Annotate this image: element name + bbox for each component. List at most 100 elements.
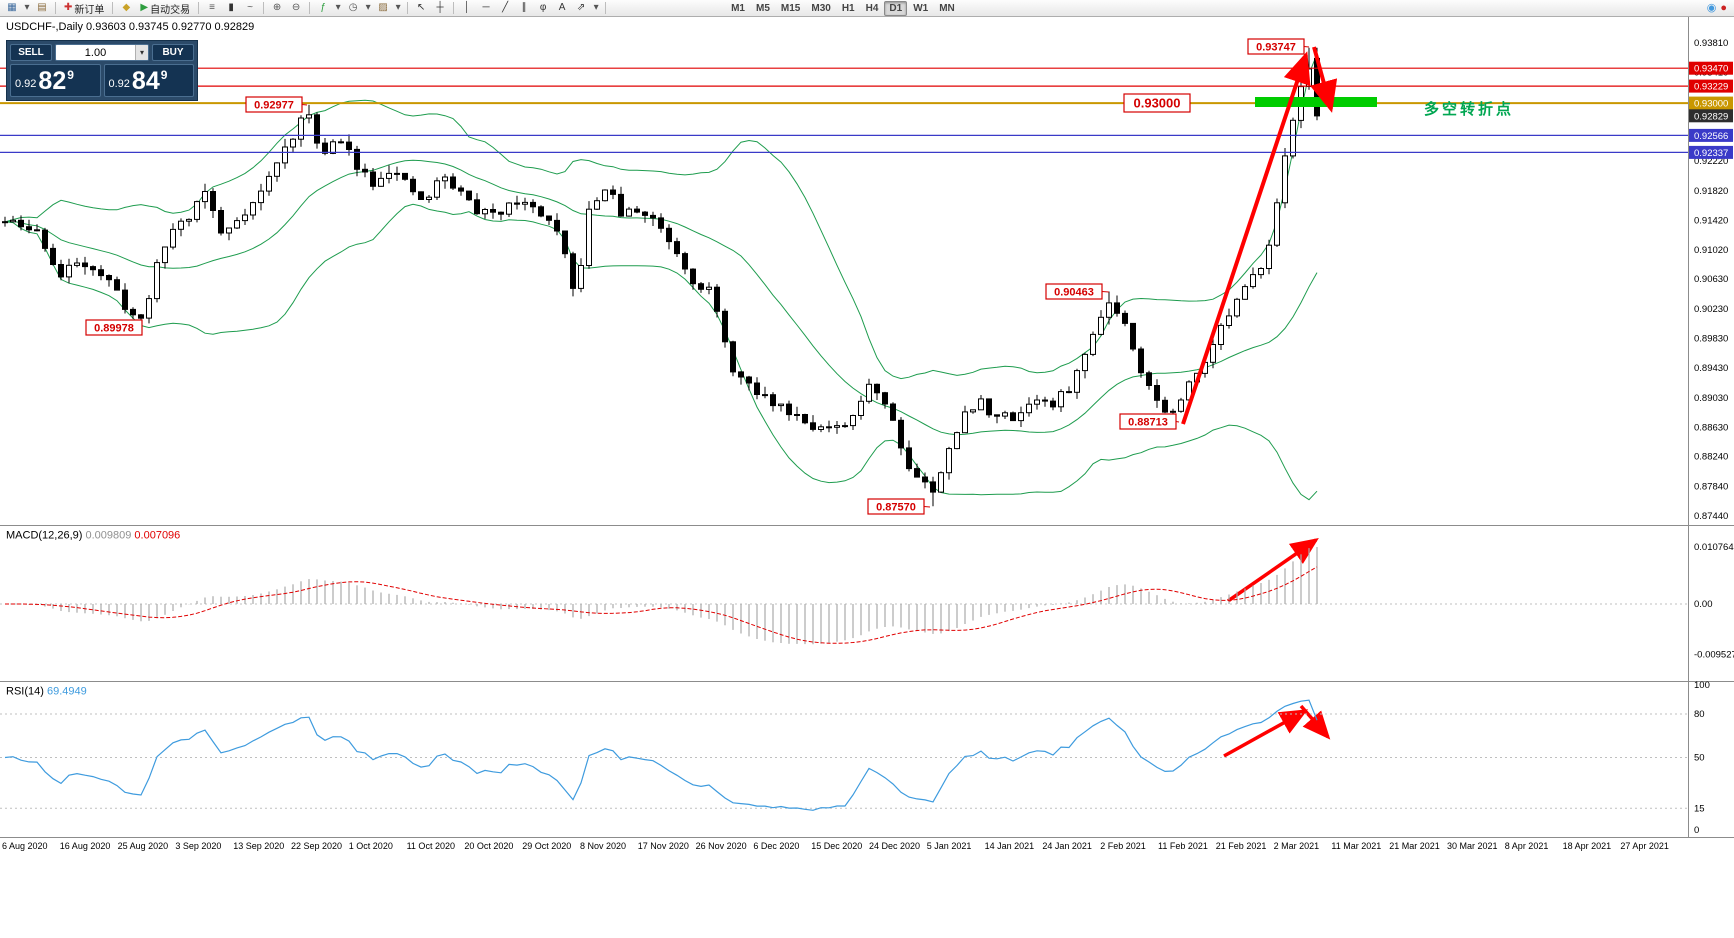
templates-dropdown-icon[interactable]: ▾: [393, 1, 403, 16]
price-scale[interactable]: 0.938100.934100.922200.918200.914200.910…: [1689, 38, 1734, 836]
date-label: 30 Mar 2021: [1447, 841, 1498, 851]
vertical-line-icon[interactable]: │: [458, 1, 476, 16]
line-chart-icon[interactable]: ~: [241, 1, 259, 16]
candle-body: [258, 190, 264, 204]
candle-body: [298, 117, 304, 140]
timeframe-h4[interactable]: H4: [865, 2, 879, 14]
buy-button[interactable]: BUY: [152, 44, 194, 61]
sell-price[interactable]: 0.92 82 9: [10, 64, 101, 97]
candle-body: [402, 172, 408, 180]
fibonacci-icon[interactable]: φ: [534, 1, 552, 16]
timeframe-d1[interactable]: D1: [884, 0, 908, 16]
candle-body: [274, 162, 280, 177]
candle-body: [130, 308, 136, 316]
price-label-box[interactable]: [245, 96, 303, 113]
price-tick: 0.91420: [1694, 216, 1728, 227]
candle-body: [666, 227, 672, 243]
zoom-out-icon[interactable]: ⊖: [287, 1, 305, 16]
new-order-button[interactable]: ✚ 新订单: [60, 1, 108, 16]
mql5-icon[interactable]: ●: [1720, 1, 1727, 14]
cursor-icon[interactable]: ↖: [412, 1, 430, 16]
price-badge: [1689, 61, 1733, 75]
candlestick-chart-icon[interactable]: ▮: [222, 1, 240, 16]
text-label-icon[interactable]: A: [553, 1, 571, 16]
timeframe-m1[interactable]: M1: [731, 2, 745, 14]
candle-body: [338, 141, 344, 144]
zoom-in-icon[interactable]: ⊕: [268, 1, 286, 16]
sell-button[interactable]: SELL: [10, 44, 52, 61]
trendline-icon[interactable]: ╱: [496, 1, 514, 16]
new-order-glyph: ✚: [64, 2, 73, 13]
rsi-arrow-down[interactable]: [1299, 704, 1331, 740]
profiles-icon[interactable]: ▤: [33, 1, 51, 16]
date-label: 5 Jan 2021: [927, 841, 972, 851]
buy-price-prefix: 0.92: [108, 78, 130, 90]
candle-body: [322, 142, 328, 154]
price-badge: [1689, 96, 1733, 110]
macd-header: MACD(12,26,9) 0.009809 0.007096: [6, 530, 180, 542]
price-tick: 0.87440: [1694, 511, 1728, 522]
price-label-text: 0.93747: [1256, 42, 1296, 54]
timeframe-m15[interactable]: M15: [780, 2, 801, 14]
volume-dropdown-icon[interactable]: ▾: [135, 45, 148, 60]
timeframe-mn[interactable]: MN: [939, 2, 955, 14]
chart-list-dropdown-icon[interactable]: ▾: [22, 1, 32, 16]
timeframe-w1[interactable]: W1: [913, 2, 929, 14]
community-icon[interactable]: ◉: [1706, 1, 1717, 14]
candle-body: [1098, 316, 1104, 335]
volume-input[interactable]: [56, 45, 135, 60]
indicators-dropdown-icon-glyph: ▾: [335, 2, 341, 13]
templates-dropdown-icon-glyph: ▾: [395, 2, 401, 13]
price-label-box[interactable]: [1119, 413, 1177, 430]
candle-body: [810, 422, 816, 430]
candle-body: [914, 468, 920, 478]
candle-body: [1106, 302, 1112, 318]
candle-body: [642, 211, 648, 216]
candle-body: [1074, 370, 1080, 393]
price-label-box[interactable]: [85, 319, 143, 336]
channel-icon[interactable]: ∥: [515, 1, 533, 16]
arrow-objects-icon[interactable]: ⇗: [572, 1, 590, 16]
level-lines: [0, 67, 1688, 154]
channel-icon-glyph: ∥: [521, 2, 527, 13]
price-label-box[interactable]: [867, 498, 925, 515]
candle-body: [210, 191, 216, 211]
one-click-top-row: SELL ▾ BUY: [10, 44, 194, 61]
crosshair-icon[interactable]: ┼: [431, 1, 449, 16]
candle-body: [394, 172, 400, 175]
price-label-box[interactable]: [1123, 93, 1191, 113]
price-label-box[interactable]: [1045, 283, 1103, 300]
macd-arrow-up[interactable]: [1227, 538, 1319, 603]
bar-chart-icon[interactable]: ≡: [203, 1, 221, 16]
candle-body: [1290, 119, 1296, 157]
rsi-arrow-up[interactable]: [1223, 709, 1309, 758]
horizontal-line-icon[interactable]: ─: [477, 1, 495, 16]
chart-canvas[interactable]: 多空转折点 0.93747 0.92977 0.93000 0.90463 0.89978…: [0, 17, 1734, 938]
periods-dropdown-icon[interactable]: ▾: [363, 1, 373, 16]
reversal-arrow-down[interactable]: [1310, 46, 1338, 113]
templates-icon[interactable]: ▨: [374, 1, 392, 16]
candle-body: [1026, 403, 1032, 414]
indicators-dropdown-icon[interactable]: ▾: [333, 1, 343, 16]
candle-body: [450, 176, 456, 189]
indicators-icon[interactable]: ƒ: [314, 1, 332, 16]
metaeditor-icon[interactable]: ◆: [117, 1, 135, 16]
candle-body: [1050, 400, 1056, 408]
timeframe-h1[interactable]: H1: [841, 2, 855, 14]
candle-body: [610, 189, 616, 195]
candle-body: [802, 414, 808, 424]
timeframe-m30[interactable]: M30: [811, 2, 831, 14]
objects-dropdown-icon[interactable]: ▾: [591, 1, 601, 16]
periods-icon[interactable]: ◷: [344, 1, 362, 16]
macd-signal-line: [5, 566, 1318, 644]
candle-body: [34, 229, 40, 232]
timeframe-m5[interactable]: M5: [756, 2, 770, 14]
time-scale[interactable]: 6 Aug 2020 16 Aug 2020 25 Aug 2020 3 Sep 20…: [2, 841, 1669, 851]
candle-body: [1042, 399, 1048, 402]
autotrading-button[interactable]: ▶ 自动交易: [136, 1, 194, 16]
support-zone-bar[interactable]: [1255, 97, 1377, 107]
price-label-box[interactable]: [1247, 38, 1305, 55]
trend-arrow-up[interactable]: [1181, 51, 1311, 425]
new-chart-icon[interactable]: ▦: [3, 1, 21, 16]
buy-price[interactable]: 0.92 84 9: [103, 64, 194, 97]
